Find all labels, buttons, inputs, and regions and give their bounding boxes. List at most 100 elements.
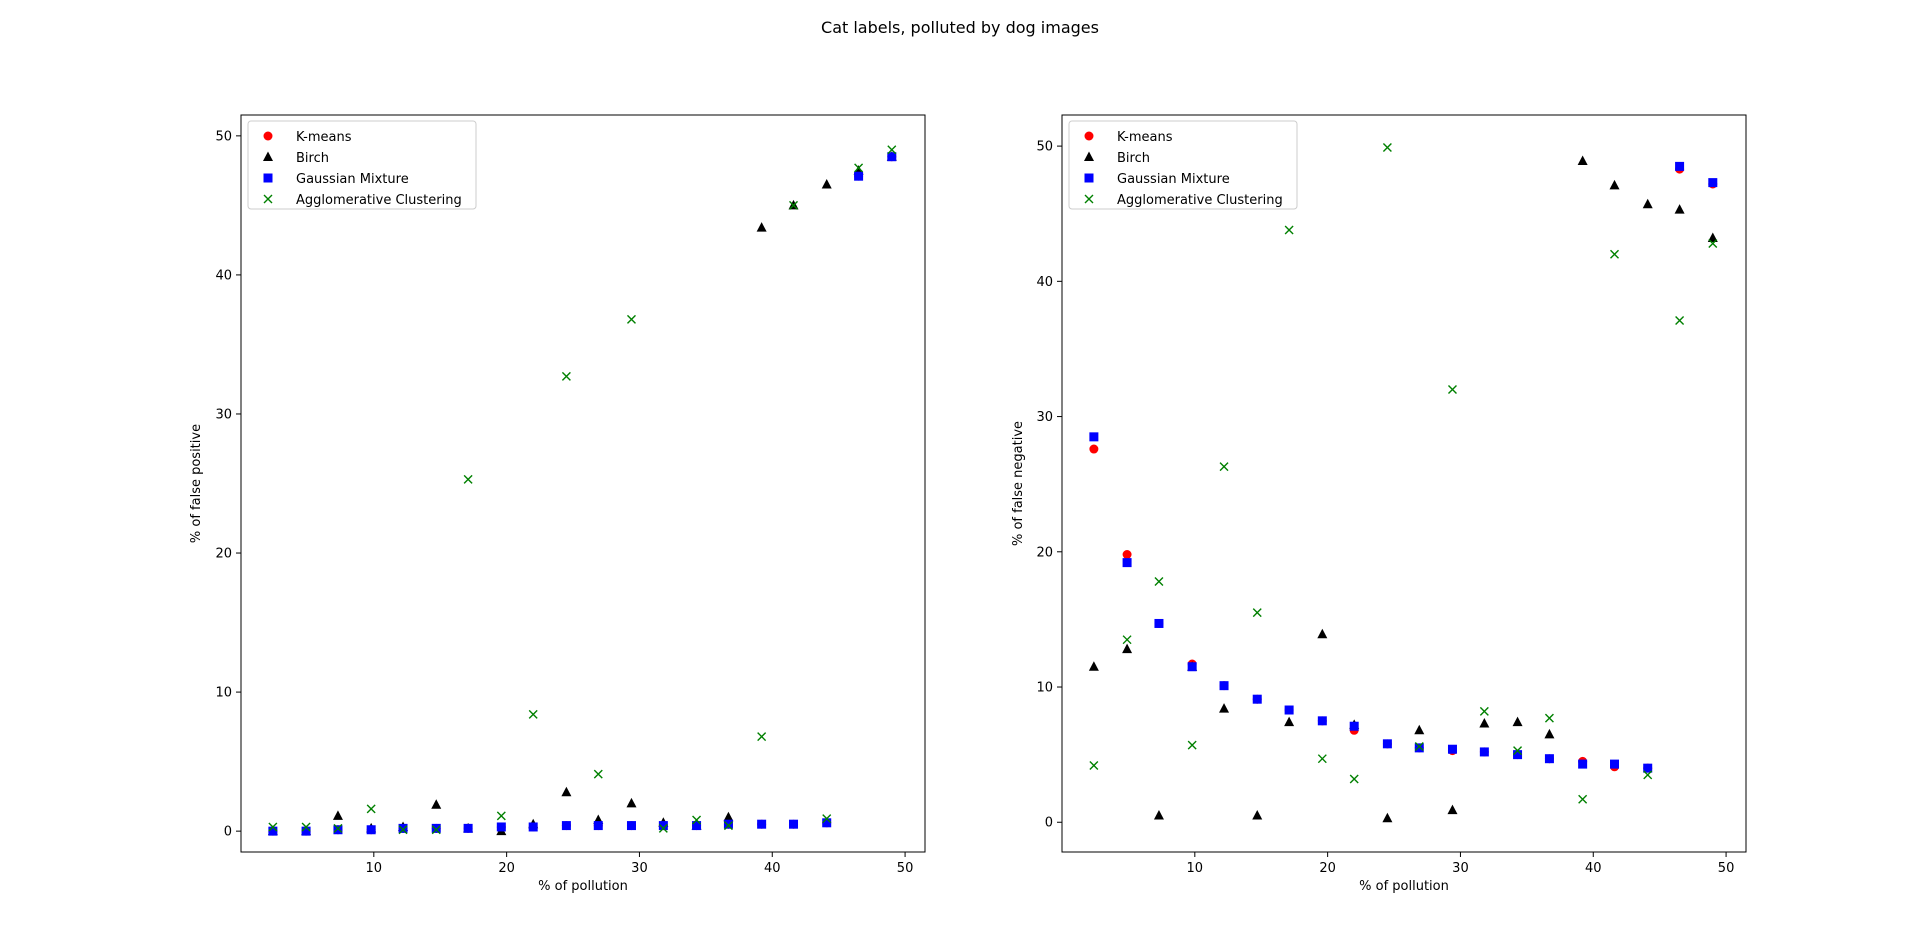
data-point-agglomerative-clustering [593,769,603,779]
data-point-agglomerative-clustering [1284,225,1294,235]
data-point-birch [1317,628,1328,639]
legend-label-k-means: K-means [296,130,352,145]
data-point-agglomerative-clustering [1187,740,1197,750]
legend-label-gaussian-mixture: Gaussian Mixture [296,172,409,187]
data-point-birch [561,786,572,797]
data-point-agglomerative-clustering [757,732,767,742]
left-scatter-plot: 10 20 30 40 50 0 10 20 30 40 50 % of pollution % of … [189,114,926,894]
data-point-k-means [1089,444,1099,454]
data-point-agglomerative-clustering [268,822,278,832]
x-tick-label: 40 [764,861,781,876]
data-point-gaussian-mixture [1513,750,1523,760]
data-point-birch [1479,718,1490,728]
data-point-gaussian-mixture [333,825,343,835]
y-axis-label: % of false negative [1011,421,1026,546]
legend-label-birch: Birch [296,151,329,166]
data-point-gaussian-mixture [1284,705,1294,715]
legend-marker-birch [1084,151,1094,161]
legend-label-gaussian-mixture: Gaussian Mixture [1117,172,1230,187]
data-point-birch [1382,812,1393,823]
x-tick-label: 40 [1585,861,1602,876]
data-point-gaussian-mixture [1252,694,1262,704]
data-point-gaussian-mixture [1089,432,1099,442]
data-point-agglomerative-clustering [887,145,897,155]
data-point-agglomerative-clustering [398,825,408,835]
legend-box [1068,120,1298,210]
legend-label-birch: Birch [1117,151,1150,166]
legend-marker-gaussian-mixture [1084,173,1094,183]
legend-marker-birch [263,151,273,161]
data-point-agglomerative-clustering [561,371,571,381]
series-k-means [1089,164,1718,773]
data-point-gaussian-mixture [1447,744,1457,754]
data-point-agglomerative-clustering [1610,249,1620,259]
y-tick-label: 40 [215,268,232,283]
x-tick-label: 10 [1187,861,1204,876]
y-tick-label: 20 [215,547,232,562]
data-point-agglomerative-clustering [723,821,733,831]
data-point-gaussian-mixture [1643,763,1653,773]
axes-frame [1061,114,1747,853]
data-point-agglomerative-clustering [626,314,636,324]
data-point-agglomerative-clustering [333,823,343,833]
data-point-agglomerative-clustering [1708,238,1718,248]
data-point-birch [1512,716,1523,727]
data-point-agglomerative-clustering [789,200,799,210]
data-point-gaussian-mixture [887,152,897,162]
data-point-gaussian-mixture [431,823,441,833]
legend-marker-k-means [1084,131,1094,141]
y-tick-label: 30 [1036,410,1053,425]
y-tick-label: 50 [215,129,232,144]
data-point-birch [756,222,767,232]
data-point-agglomerative-clustering [1479,706,1489,716]
data-point-gaussian-mixture [854,171,864,181]
data-point-agglomerative-clustering [301,822,311,832]
figure-title: Cat labels, polluted by dog images [821,18,1099,37]
data-point-agglomerative-clustering [528,709,538,719]
data-point-agglomerative-clustering [1154,577,1164,587]
series-gaussian-mixture [1089,161,1718,773]
data-point-gaussian-mixture [1544,754,1554,764]
data-point-gaussian-mixture [268,826,278,836]
legend-label-agglomerative-clustering: Agglomerative Clustering [296,193,462,208]
legend-label-k-means: K-means [1117,130,1173,145]
data-point-gaussian-mixture [593,821,603,831]
data-point-gaussian-mixture [1675,161,1685,171]
data-point-birch [1414,724,1425,735]
series-gaussian-mixture [268,152,897,836]
data-point-agglomerative-clustering [854,163,864,173]
data-point-birch [332,810,343,820]
y-tick-label: 10 [215,686,232,701]
data-point-gaussian-mixture [528,822,538,832]
data-point-k-means [1122,549,1132,559]
data-point-gaussian-mixture [1122,558,1132,568]
data-point-gaussian-mixture [1479,747,1489,757]
data-point-birch [723,811,734,822]
data-point-birch [1609,179,1620,190]
data-point-birch [1284,716,1295,727]
data-point-birch [1447,804,1458,815]
legend-marker-agglomerative-clustering [1084,194,1094,204]
data-point-gaussian-mixture [692,821,702,831]
legend: K-means Birch Gaussian Mixture Agglomerativ… [1068,120,1298,210]
series-birch [267,151,897,836]
data-point-agglomerative-clustering [1349,774,1359,784]
series-agglomerative-clustering [268,145,897,835]
legend-box [247,120,477,210]
data-point-gaussian-mixture [1349,721,1359,731]
x-axis-label: % of pollution [1359,879,1449,894]
data-point-agglomerative-clustering [463,474,473,484]
data-point-gaussian-mixture [1317,716,1327,726]
data-point-birch [821,179,832,189]
data-point-agglomerative-clustering [1122,635,1132,645]
data-point-agglomerative-clustering [1317,754,1327,764]
data-point-agglomerative-clustering [1382,142,1392,152]
data-point-agglomerative-clustering [822,814,832,824]
data-point-birch [1642,198,1653,209]
y-axis-label: % of false positive [189,424,204,543]
data-point-birch [1544,728,1555,739]
series-birch [1088,155,1718,823]
data-point-birch [1153,809,1164,820]
data-point-birch [1252,809,1263,820]
data-point-gaussian-mixture [789,819,799,829]
